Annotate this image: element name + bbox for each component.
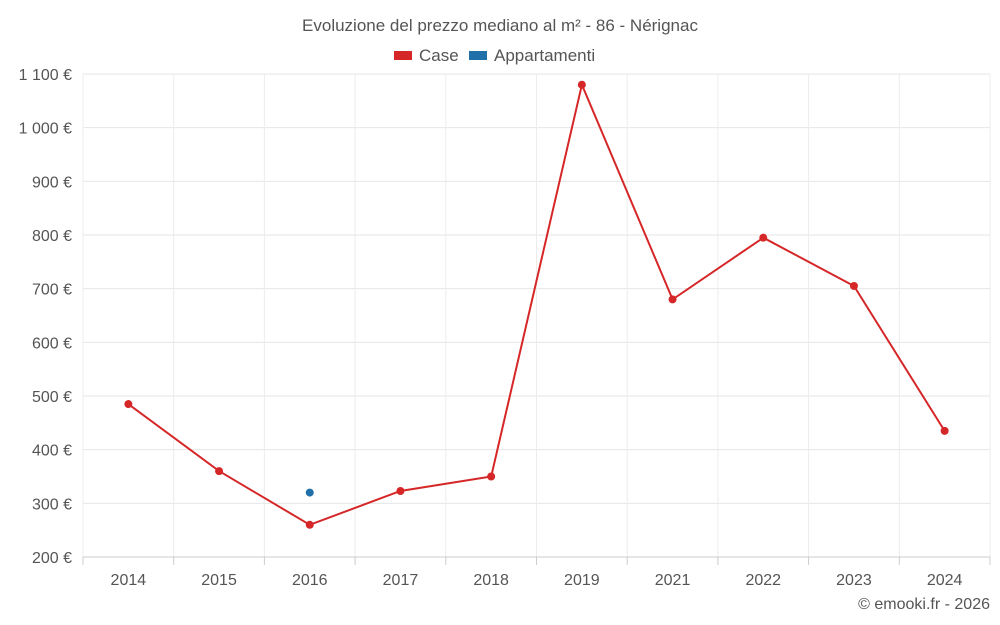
data-point-case[interactable] bbox=[759, 233, 768, 242]
legend: Case Appartamenti bbox=[394, 46, 595, 65]
series bbox=[124, 80, 949, 529]
y-tick-label: 800 € bbox=[32, 228, 72, 245]
y-tick-label: 1 000 € bbox=[19, 121, 72, 138]
legend-label-case[interactable]: Case bbox=[419, 46, 459, 65]
y-tick-label: 200 € bbox=[32, 550, 72, 567]
y-tick-label: 700 € bbox=[32, 282, 72, 299]
data-point-case[interactable] bbox=[849, 281, 858, 290]
y-tick-label: 400 € bbox=[32, 443, 72, 460]
data-point-case[interactable] bbox=[124, 400, 133, 409]
x-tick-label: 2024 bbox=[927, 572, 963, 589]
x-tick-label: 2016 bbox=[292, 572, 328, 589]
x-tick-label: 2021 bbox=[655, 572, 691, 589]
y-tick-label: 1 100 € bbox=[19, 67, 72, 84]
data-point-case[interactable] bbox=[215, 467, 224, 476]
legend-label-appartamenti[interactable]: Appartamenti bbox=[494, 46, 595, 65]
y-tick-label: 900 € bbox=[32, 174, 72, 191]
data-point-case[interactable] bbox=[305, 520, 314, 529]
data-point-case[interactable] bbox=[487, 472, 496, 481]
x-tick-label: 2023 bbox=[836, 572, 872, 589]
x-tick-label: 2015 bbox=[201, 572, 237, 589]
data-point-case[interactable] bbox=[396, 486, 405, 495]
x-tick-label: 2014 bbox=[111, 572, 147, 589]
data-point-case[interactable] bbox=[940, 426, 949, 435]
x-tick-label: 2022 bbox=[745, 572, 781, 589]
data-point-case[interactable] bbox=[668, 295, 677, 304]
legend-swatch-appartamenti bbox=[469, 51, 487, 60]
chart-title: Evoluzione del prezzo mediano al m² - 86… bbox=[302, 16, 698, 35]
series-line-case bbox=[127, 81, 946, 526]
data-point-appartamenti[interactable] bbox=[305, 488, 314, 497]
y-tick-label: 300 € bbox=[32, 496, 72, 513]
y-tick-label: 600 € bbox=[32, 335, 72, 352]
x-tick-label: 2017 bbox=[383, 572, 419, 589]
legend-swatch-case bbox=[394, 51, 412, 60]
x-tick-label: 2018 bbox=[473, 572, 509, 589]
axes: 200 € 300 € 400 € 500 € 600 € 700 € 800 € 900 €… bbox=[19, 67, 991, 589]
grid bbox=[82, 73, 991, 557]
x-tick-label: 2019 bbox=[564, 572, 600, 589]
credit-text: © emooki.fr - 2026 bbox=[858, 596, 990, 613]
data-point-case[interactable] bbox=[577, 80, 586, 89]
y-tick-label: 500 € bbox=[32, 389, 72, 406]
